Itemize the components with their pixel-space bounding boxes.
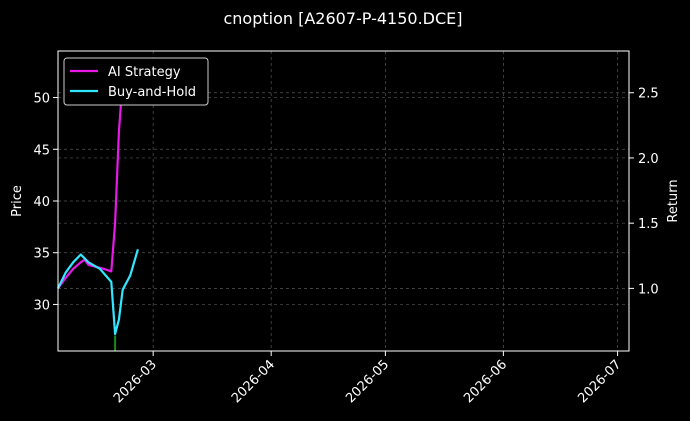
- y-tick-label: 35: [33, 247, 50, 262]
- chart-title: cnoption [A2607-P-4150.DCE]: [223, 9, 462, 28]
- legend-frame: [63, 57, 209, 106]
- y2-tick-label: 1.0: [638, 282, 659, 297]
- y-tick-label: 30: [33, 298, 50, 313]
- y2-axis-label: Return: [666, 179, 681, 222]
- series-line-1: [57, 248, 139, 336]
- series-layer: [57, 57, 139, 351]
- y2-tick-label: 1.5: [638, 217, 659, 232]
- y-tick-label: 45: [33, 143, 50, 158]
- y-axis-label: Price: [10, 185, 25, 217]
- y-tick-label: 40: [33, 195, 50, 210]
- legend-label: AI Strategy: [108, 65, 181, 80]
- legend: AI Strategy Buy-and-Hold: [63, 57, 209, 106]
- y-tick-label: 50: [33, 92, 50, 107]
- y2-tick-label: 2.0: [638, 152, 659, 167]
- legend-label: Buy-and-Hold: [108, 85, 196, 100]
- grid: [58, 51, 629, 351]
- y2-tick-label: 2.5: [638, 87, 659, 102]
